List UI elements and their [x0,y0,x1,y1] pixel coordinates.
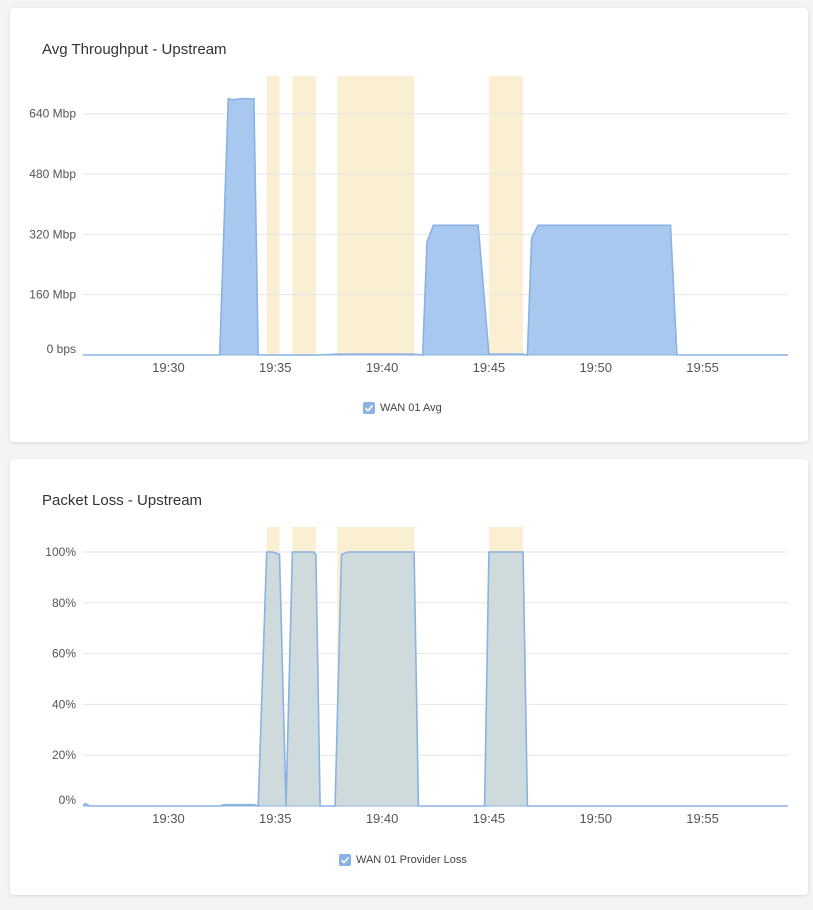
x-tick-label: 19:30 [152,811,185,826]
series-line [82,551,788,808]
y-tick-label: 640 Mbp [29,107,76,121]
x-tick-label: 19:45 [473,360,506,375]
x-tick-label: 19:30 [152,360,185,375]
legend-toggle-wan01-provider-loss[interactable]: WAN 01 Provider Loss [339,854,467,866]
series-area [83,98,788,355]
legend-label: WAN 01 Avg [380,402,442,414]
y-tick-label: 80% [52,596,76,610]
legend-label: WAN 01 Provider Loss [356,854,467,866]
series-line [83,97,788,356]
x-tick-label: 19:50 [579,360,612,375]
y-tick-label: 60% [52,647,76,661]
chart-title: Packet Loss - Upstream [42,492,203,509]
highlight-band [488,76,524,355]
x-tick-label: 19:55 [686,360,719,375]
x-tick-label: 19:35 [259,811,292,826]
x-tick-label: 19:45 [473,811,506,826]
x-tick-label: 19:35 [259,360,292,375]
x-tick-label: 19:55 [686,811,719,826]
series-area [83,552,788,806]
y-tick-label: 100% [45,545,76,559]
checkbox-checked-icon[interactable] [363,402,375,414]
x-tick-label: 19:50 [579,811,612,826]
highlight-band [266,76,280,355]
highlight-band [292,76,316,355]
legend-toggle-wan01-avg[interactable]: WAN 01 Avg [363,402,442,414]
chart-title: Avg Throughput - Upstream [42,41,227,58]
packet-loss-card: Packet Loss - Upstream 0% 20% 40% 60% 80% 100… [10,459,808,895]
y-tick-label: 40% [52,697,76,711]
x-tick-label: 19:40 [366,360,399,375]
packet-loss-chart: 0% 20% 40% 60% 80% 100% 19:30 19:35 19:40 19:45 19… [45,527,788,826]
checkbox-checked-icon[interactable] [339,854,351,866]
y-tick-label: 0% [59,793,77,807]
x-tick-label: 19:40 [366,811,399,826]
y-tick-label: 0 bps [47,342,76,356]
y-tick-label: 20% [52,748,76,762]
highlight-band [337,76,415,355]
y-tick-label: 480 Mbp [29,167,76,181]
throughput-chart: 0 bps 160 Mbp 320 Mbp 480 Mbp 640 Mbp 19:30 19… [29,76,788,375]
y-tick-label: 160 Mbp [29,288,76,302]
y-tick-label: 320 Mbp [29,227,76,241]
throughput-card: Avg Throughput - Upstream 0 bps 160 Mbp 32… [10,8,808,442]
